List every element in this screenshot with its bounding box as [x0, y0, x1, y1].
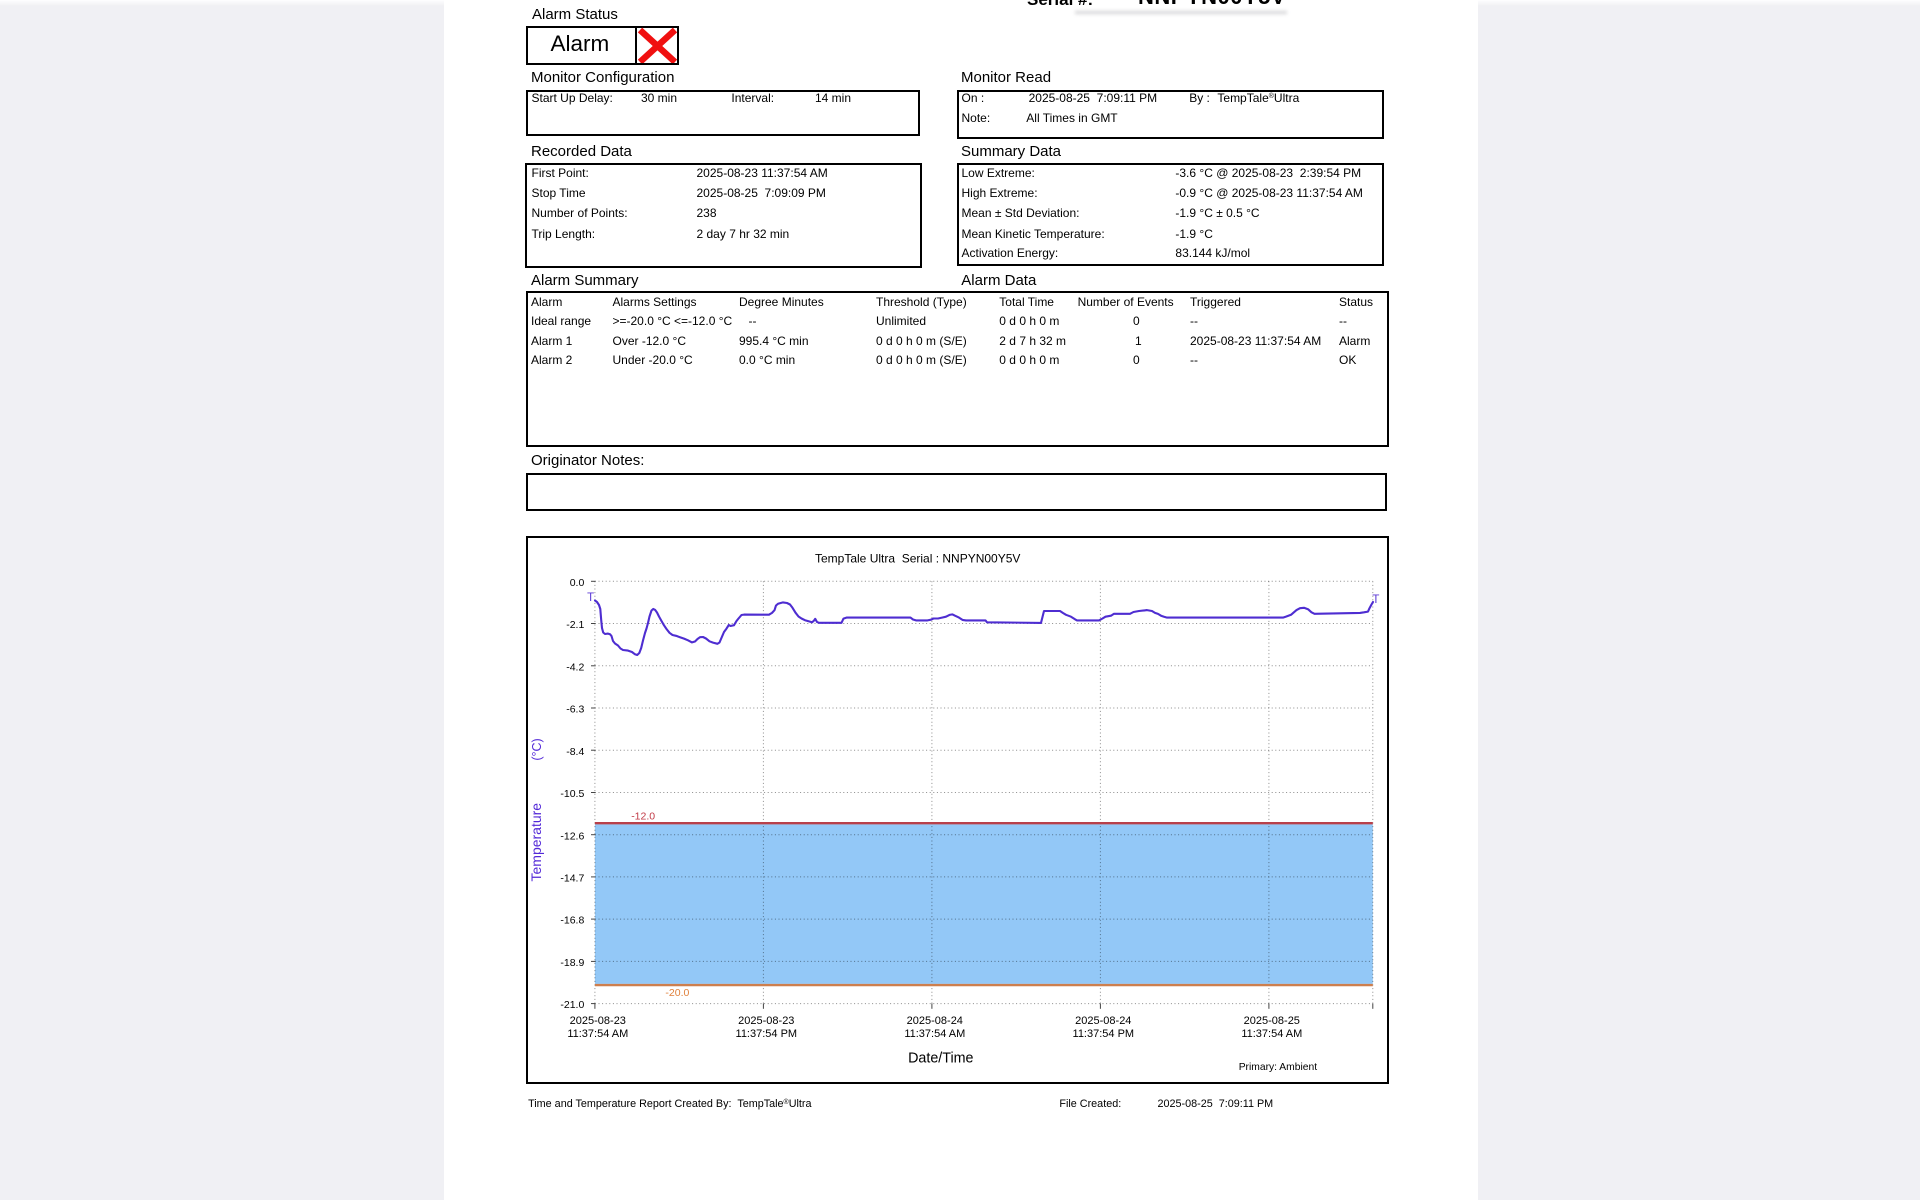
svg-text:-21.0: -21.0 [560, 999, 584, 1011]
svg-text:-18.9: -18.9 [560, 957, 584, 969]
svg-text:2025-08-23: 2025-08-23 [738, 1015, 794, 1027]
svg-text:11:37:54 PM: 11:37:54 PM [1073, 1028, 1135, 1040]
svg-text:-4.2: -4.2 [566, 661, 584, 673]
svg-text:(°C): (°C) [530, 738, 544, 760]
svg-text:11:37:54 AM: 11:37:54 AM [904, 1028, 965, 1040]
svg-text:-8.4: -8.4 [566, 746, 584, 758]
svg-text:11:37:54 AM: 11:37:54 AM [1241, 1028, 1302, 1040]
svg-text:Primary: Ambient: Primary: Ambient [1239, 1062, 1318, 1073]
svg-text:-14.7: -14.7 [560, 873, 584, 885]
svg-text:-6.3: -6.3 [566, 704, 584, 716]
svg-text:Temperature: Temperature [528, 803, 544, 882]
svg-text:T: T [587, 592, 594, 604]
svg-text:-12.0: -12.0 [631, 811, 655, 823]
svg-text:0.0: 0.0 [570, 577, 585, 589]
svg-text:-20.0: -20.0 [665, 987, 689, 999]
svg-text:TempTale Ultra Serial : NNPYN: TempTale Ultra Serial : NNPYN00Y5V [815, 552, 1020, 566]
svg-text:2025-08-25: 2025-08-25 [1244, 1015, 1300, 1027]
svg-text:-16.8: -16.8 [560, 915, 584, 927]
svg-text:11:37:54 PM: 11:37:54 PM [736, 1028, 798, 1040]
svg-text:Date/Time: Date/Time [908, 1050, 973, 1066]
svg-text:-10.5: -10.5 [560, 788, 584, 800]
svg-text:11:37:54 AM: 11:37:54 AM [567, 1028, 628, 1040]
svg-text:2025-08-24: 2025-08-24 [1075, 1015, 1131, 1027]
svg-text:-12.6: -12.6 [560, 830, 584, 842]
svg-text:2025-08-24: 2025-08-24 [907, 1015, 963, 1027]
svg-text:-2.1: -2.1 [566, 619, 584, 631]
svg-text:T: T [1372, 594, 1379, 606]
svg-text:2025-08-23: 2025-08-23 [570, 1015, 626, 1027]
